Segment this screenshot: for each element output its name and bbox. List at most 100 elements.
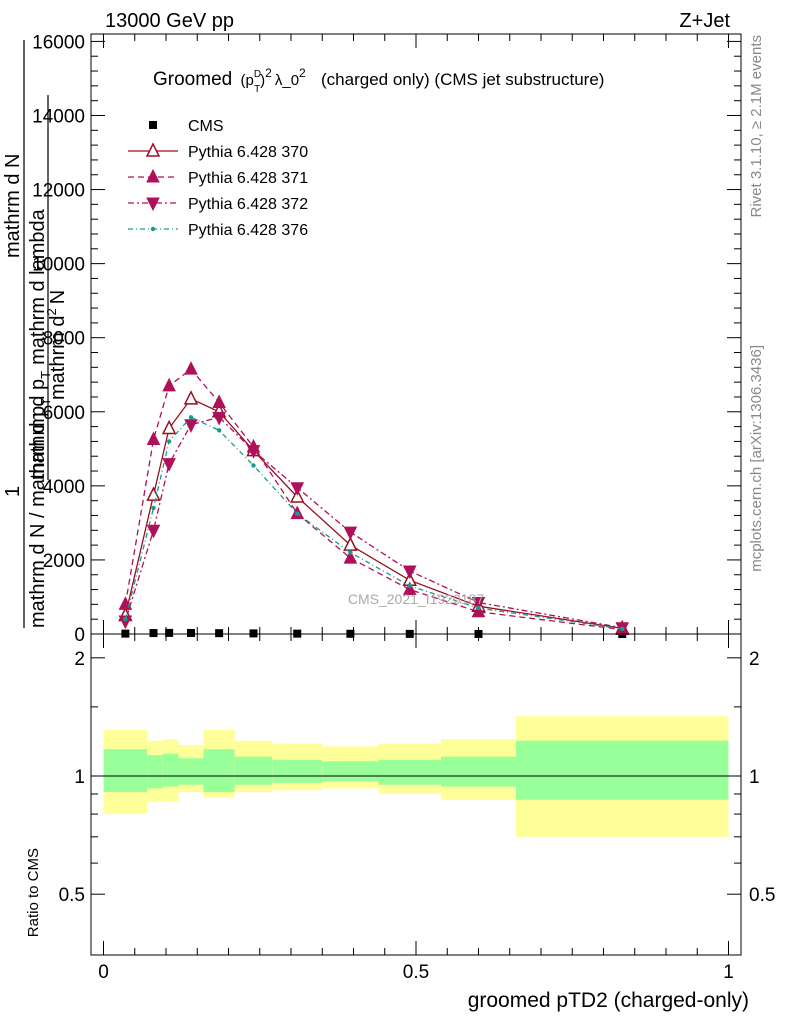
data-point <box>146 431 161 446</box>
data-point <box>183 390 199 405</box>
svg-text:Groomed (pDT)2λ_02: Groomed (pD T)2 λ_02 (charged only) (CMS j… <box>153 61 604 95</box>
main-y-tick-label: 6000 <box>43 403 85 424</box>
legend: CMS Pythia 6.428 370 Pythia 6.428 371 Pythi… <box>128 118 308 239</box>
data-point <box>620 626 625 632</box>
data-point <box>151 505 156 511</box>
data-point <box>348 550 353 555</box>
y-label-line-d: mathrm d2N <box>44 290 69 400</box>
data-point <box>251 463 256 468</box>
ratio-band-green <box>147 755 163 789</box>
x-tick-label: 1 <box>723 962 734 983</box>
main-axes: 0 2000 4000 6000 8000 10000 12000 14000 16000 <box>32 32 741 646</box>
data-point <box>402 581 417 596</box>
legend-marker <box>149 121 157 129</box>
ratio-axes: 0.5 0.5 1 1 2 2 0 0.5 1 <box>59 634 775 983</box>
header-energy: 13000 GeV pp <box>105 10 234 32</box>
watermark-label: CMS_2021_I1920187 <box>348 591 484 607</box>
data-point <box>471 603 486 618</box>
ratio-y-label: Ratio to CMS <box>25 848 42 937</box>
data-point <box>162 458 176 472</box>
data-point <box>184 361 198 375</box>
title-expr-lambda: λ_0 <box>275 72 299 89</box>
main-plot-panel: 0 2000 4000 6000 8000 10000 12000 14000 16000 <box>32 32 742 646</box>
ratio-band-green <box>162 753 179 787</box>
ratio-plot-panel: 0.5 0.5 1 1 2 2 0 0.5 1 <box>59 633 775 983</box>
main-y-tick-label: 2000 <box>43 551 85 572</box>
data-point <box>215 629 224 638</box>
data-point <box>123 616 128 622</box>
title-expr-p: (p <box>240 72 253 89</box>
data-point <box>184 419 198 433</box>
header-process: Z+Jet <box>679 10 730 32</box>
ratio-band-green <box>234 756 273 785</box>
legend-marker <box>145 142 161 157</box>
legend-item: Pythia 6.428 372 <box>128 196 308 213</box>
main-y-tick-label: 0 <box>74 625 85 646</box>
legend-label: CMS <box>188 118 224 135</box>
data-point <box>187 628 195 637</box>
series-line <box>124 416 623 630</box>
data-point <box>165 628 174 637</box>
data-point <box>166 439 172 444</box>
ratio-band-green <box>203 749 235 793</box>
ratio-y-tick-label: 0.5 <box>59 885 85 906</box>
plot-title: Groomed (pD T)2 λ_02 (charged only) (CMS j… <box>153 61 604 95</box>
data-point <box>471 597 486 611</box>
legend-label: Pythia 6.428 370 <box>188 144 308 161</box>
ratio-band-green <box>322 761 379 782</box>
legend-label: Pythia 6.428 372 <box>188 196 308 213</box>
ratio-y-tick-label-right: 0.5 <box>749 885 775 906</box>
legend-item: CMS <box>149 118 224 135</box>
x-tick-label: 0.5 <box>403 962 429 983</box>
ratio-band-green <box>441 756 516 787</box>
ratio-y-tick-label: 2 <box>74 649 85 670</box>
legend-label: Pythia 6.428 376 <box>188 222 308 239</box>
main-y-label: 1 mathrm d N mathrm d N / mathrm d pT ma… <box>2 40 69 628</box>
y-label-line-b: mathrm d N / mathrm d pT <box>27 398 53 628</box>
data-point <box>212 411 226 426</box>
data-point <box>212 394 226 409</box>
data-point <box>290 482 305 496</box>
ratio-band-green <box>178 758 204 785</box>
y-label-line-a: mathrm d N <box>2 154 24 258</box>
data-point <box>407 583 412 589</box>
ratio-y-tick-label-right: 1 <box>749 767 760 788</box>
title-expr-sup-d: D <box>254 69 261 80</box>
ratio-y-tick-label: 1 <box>74 767 85 788</box>
legend-item: Pythia 6.428 370 <box>128 142 308 161</box>
y-label-numerator: 1 <box>2 486 24 497</box>
main-y-tick-label: 4000 <box>43 477 85 498</box>
main-y-tick-label: 14000 <box>32 106 85 127</box>
x-axis-label: groomed pTD2 (charged-only) <box>468 989 749 1012</box>
series-pythia-6-428-376 <box>123 415 625 632</box>
data-point <box>216 428 222 433</box>
data-point <box>161 419 177 435</box>
legend-label: Pythia 6.428 371 <box>188 170 308 187</box>
legend-item: Pythia 6.428 376 <box>128 222 308 239</box>
data-point <box>246 445 261 459</box>
data-point <box>146 524 161 539</box>
title-expr-sup-2: 2 <box>265 66 272 80</box>
rivet-label: Rivet 3.1.10, ≥ 2.1M events <box>748 35 765 218</box>
data-point <box>149 629 158 638</box>
x-tick-label: 0 <box>98 962 109 983</box>
ratio-y-tick-label-right: 2 <box>749 649 760 670</box>
y-label-line-c: mathrm d pTmathrm d lambda <box>27 208 53 480</box>
legend-marker <box>146 197 160 212</box>
title-expr-sup-2b: 2 <box>299 66 306 80</box>
title-suffix: (charged only) (CMS jet substructure) <box>321 70 604 89</box>
legend-marker <box>146 168 160 183</box>
main-y-tick-label: 10000 <box>32 255 85 276</box>
data-point <box>476 605 481 611</box>
ratio-band-green <box>103 749 148 793</box>
data-point <box>188 415 194 420</box>
ratio-bands <box>91 716 741 837</box>
data-point <box>343 549 358 564</box>
legend-item: Pythia 6.428 371 <box>128 168 308 187</box>
title-expr-close: ) <box>260 72 265 89</box>
data-point <box>295 511 300 516</box>
main-y-tick-label: 16000 <box>32 32 85 53</box>
ratio-frame <box>90 633 742 956</box>
legend-marker <box>150 226 156 232</box>
